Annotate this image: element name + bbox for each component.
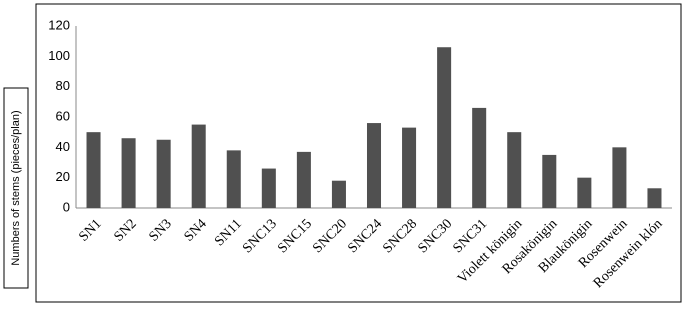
x-tick-label: SN2: [111, 216, 139, 244]
x-tick-label: SN3: [147, 216, 175, 244]
y-tick-label: 100: [48, 48, 70, 63]
bar: [437, 47, 452, 208]
y-axis-label: Numbers of stems (pieces/plan): [10, 110, 22, 265]
bar: [402, 127, 417, 208]
x-tick-label: SNC13: [240, 216, 280, 256]
bar: [191, 124, 206, 208]
bar: [296, 151, 311, 208]
y-tick-label: 0: [63, 199, 70, 214]
x-tick-label: SNC24: [345, 216, 385, 256]
y-tick-label: 40: [56, 139, 70, 154]
bar: [261, 168, 276, 208]
bar: [156, 139, 171, 208]
bar: [226, 150, 241, 208]
bar: [331, 180, 346, 208]
y-tick-label: 20: [56, 169, 70, 184]
bar: [507, 132, 522, 208]
chart-frame: [35, 3, 682, 303]
y-tick-label: 120: [48, 17, 70, 32]
x-tick-label: SNC20: [310, 216, 350, 256]
x-tick-label: SN1: [76, 216, 104, 244]
x-tick-label: SNC28: [380, 216, 420, 256]
y-label-box: [3, 87, 29, 289]
x-tick-label: SN11: [212, 216, 245, 249]
x-tick-label: SNC15: [275, 216, 315, 256]
x-tick-label: SN4: [182, 216, 210, 244]
bar: [612, 147, 627, 208]
bar: [542, 154, 557, 208]
bar: [366, 123, 382, 208]
y-tick-label: 60: [56, 108, 70, 123]
bar: [121, 138, 136, 208]
bar: [647, 188, 662, 208]
bar: [577, 177, 592, 208]
x-tick-label: SNC30: [415, 216, 455, 256]
bar: [472, 107, 487, 208]
y-tick-label: 80: [56, 78, 70, 93]
bar: [86, 132, 101, 208]
